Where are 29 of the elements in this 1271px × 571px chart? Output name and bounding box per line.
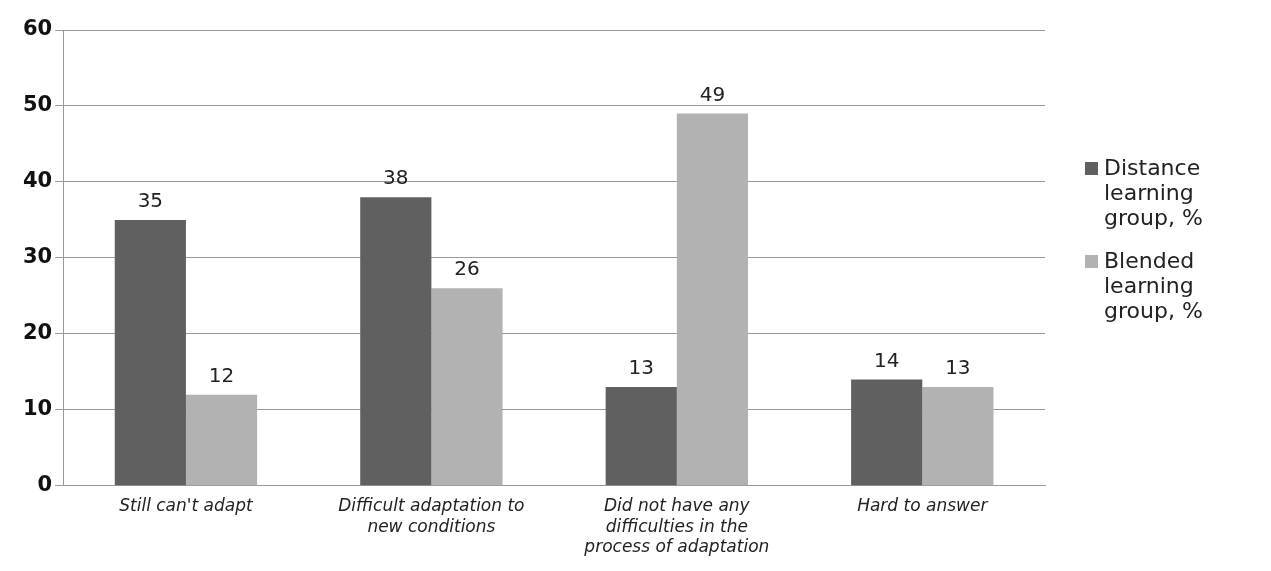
data-label: 38 (383, 165, 409, 190)
bar (360, 197, 432, 486)
data-label: 49 (699, 81, 726, 106)
y-tick-label: 20 (22, 320, 53, 345)
bar (922, 387, 994, 486)
legend-label: Distance learning group, % (1104, 155, 1204, 230)
y-tick-label: 50 (22, 92, 53, 117)
data-label: 13 (945, 355, 971, 380)
x-tick-label: Did not have any difficulties in the process of adaptation (583, 495, 770, 557)
y-tick-label: 0 (37, 472, 53, 497)
y-tick-label: 40 (22, 168, 53, 193)
bar (185, 394, 258, 486)
bar (605, 387, 677, 486)
x-tick-label: Hard to answer (857, 495, 989, 516)
bar (114, 219, 186, 486)
bar (676, 113, 749, 486)
x-tick-label: Still can't adapt (119, 495, 254, 516)
legend-label: Blended learning group, % (1104, 248, 1204, 323)
data-label: 13 (628, 355, 654, 380)
x-tick-label: Difficult adaptation to new conditions (338, 495, 525, 536)
y-tick-label: 10 (22, 396, 53, 421)
data-label: 14 (873, 347, 900, 372)
y-tick-label: 30 (22, 244, 53, 269)
bar (431, 288, 503, 486)
data-label: 26 (454, 256, 480, 281)
data-label: 12 (208, 362, 235, 387)
data-label: 35 (137, 188, 164, 213)
bar (851, 379, 923, 486)
y-tick-label: 60 (22, 16, 53, 41)
